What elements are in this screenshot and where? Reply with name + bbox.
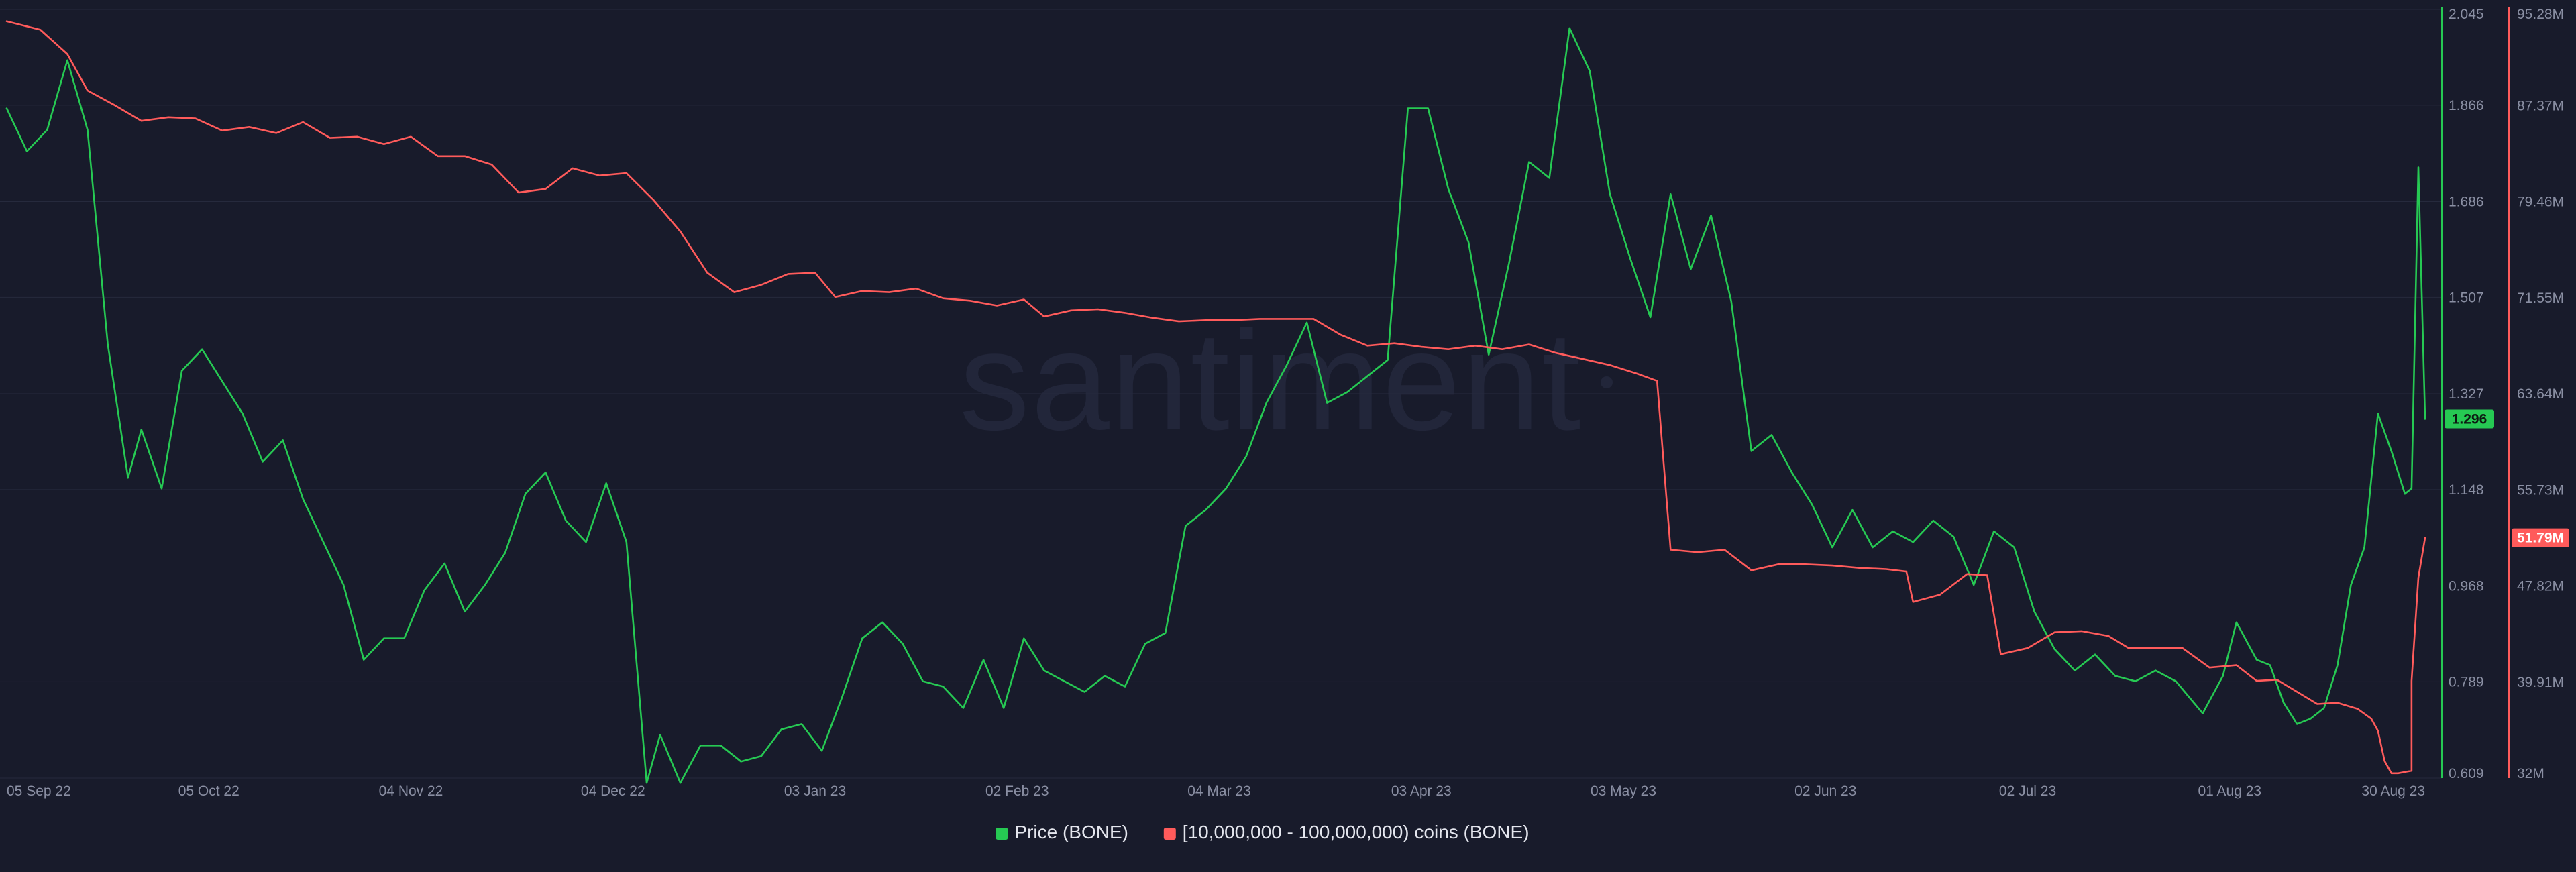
legend-swatch <box>996 828 1008 840</box>
price-tick-label: 1.866 <box>2449 98 2484 113</box>
series-layer <box>5 20 2426 784</box>
price-tick-label: 1.327 <box>2449 386 2484 402</box>
x-tick-label: 05 Oct 22 <box>178 783 239 799</box>
x-tick-label: 03 Jan 23 <box>784 783 846 799</box>
watermark-dot <box>1601 376 1613 388</box>
axes: 05 Sep 22 05 Oct 22 04 Nov 22 04 Dec 22 03 J… <box>7 7 2569 799</box>
legend-item-price[interactable]: Price (BONE) <box>996 822 1128 842</box>
watermark: santiment <box>959 302 1582 459</box>
legend-label: [10,000,000 - 100,000,000) coins (BONE) <box>1183 822 1529 842</box>
holdings-tick-label: 47.82M <box>2517 579 2564 594</box>
legend[interactable]: Price (BONE) [10,000,000 - 100,000,000) c… <box>996 822 1529 842</box>
x-tick-label: 04 Mar 23 <box>1187 783 1251 799</box>
price-last-value-badge <box>2445 409 2494 429</box>
x-tick-label: 30 Aug 23 <box>2361 783 2425 799</box>
holdings-tick-label: 63.64M <box>2517 386 2564 402</box>
x-tick-label: 03 Apr 23 <box>1391 783 1452 799</box>
price-tick-label: 2.045 <box>2449 7 2484 22</box>
x-tick-label: 04 Dec 22 <box>581 783 645 799</box>
price-last-value-badge-text: 1.296 <box>2452 412 2487 427</box>
x-tick-label: 01 Aug 23 <box>2198 783 2261 799</box>
price-tick-label: 0.609 <box>2449 766 2484 781</box>
x-tick-label: 04 Nov 22 <box>379 783 443 799</box>
holdings-tick-label: 79.46M <box>2517 195 2564 210</box>
legend-swatch <box>1163 828 1176 840</box>
x-tick-label: 02 Jun 23 <box>1794 783 1856 799</box>
x-tick-label: 02 Jul 23 <box>1999 783 2056 799</box>
holdings-tick-label: 32M <box>2517 766 2544 781</box>
series-line-holdings <box>5 20 2426 775</box>
holdings-tick-label: 55.73M <box>2517 482 2564 498</box>
x-tick-label: 03 May 23 <box>1591 783 1656 799</box>
price-tick-label: 1.148 <box>2449 482 2484 498</box>
legend-label: Price (BONE) <box>1014 822 1128 842</box>
price-tick-label: 0.789 <box>2449 674 2484 690</box>
x-tick-label: 02 Feb 23 <box>985 783 1049 799</box>
series-line-price <box>5 27 2426 784</box>
legend-item-holdings[interactable]: [10,000,000 - 100,000,000) coins (BONE) <box>1163 822 1529 842</box>
holdings-tick-label: 95.28M <box>2517 7 2564 22</box>
holdings-tick-label: 71.55M <box>2517 290 2564 306</box>
price-tick-label: 0.968 <box>2449 579 2484 594</box>
price-tick-label: 1.507 <box>2449 290 2484 305</box>
grid <box>0 9 2442 779</box>
x-tick-label: 05 Sep 22 <box>7 783 71 799</box>
holdings-last-value-badge <box>2512 528 2569 547</box>
holdings-tick-label: 87.37M <box>2517 98 2564 113</box>
price-tick-label: 1.686 <box>2449 195 2484 210</box>
holdings-last-value-badge-text: 51.79M <box>2517 531 2564 546</box>
holdings-tick-label: 39.91M <box>2517 675 2564 690</box>
